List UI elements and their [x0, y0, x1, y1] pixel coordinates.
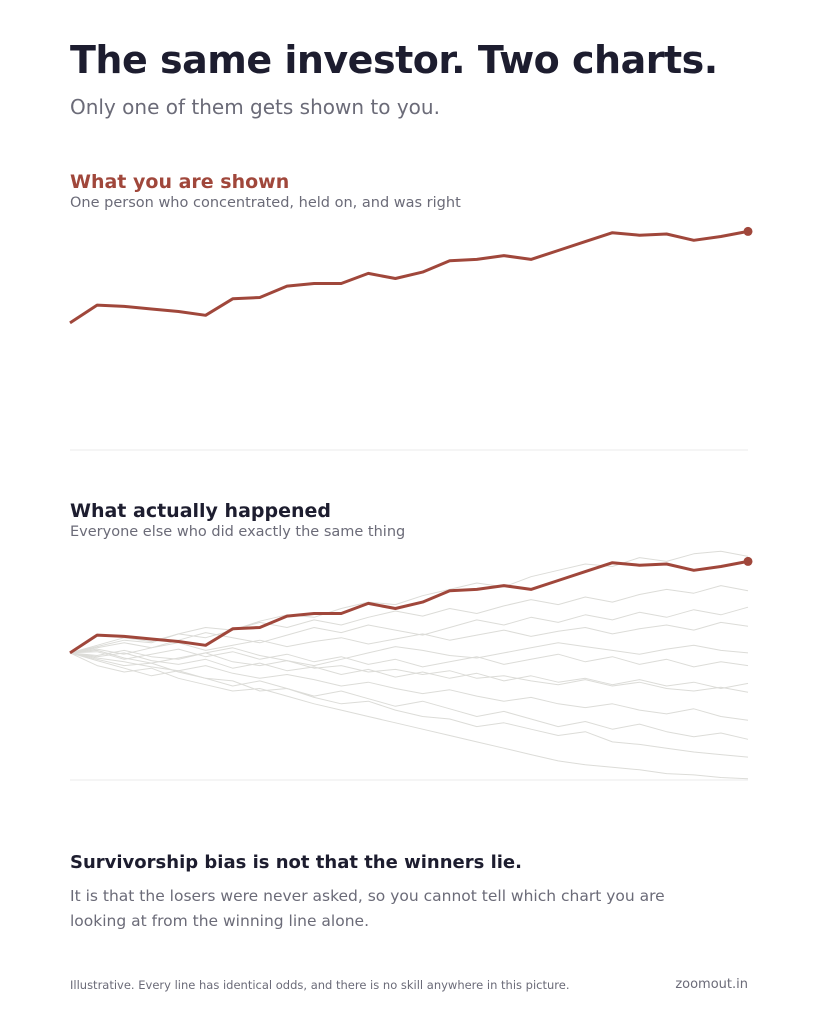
background-line: [69, 652, 749, 780]
background-line: [69, 621, 749, 655]
conclusion-text: It is that the losers were never asked, …: [70, 887, 665, 930]
background-line: [69, 606, 749, 654]
page-title: The same investor. Two charts.: [70, 38, 718, 82]
highlight-line: [69, 559, 749, 655]
background-line: [69, 648, 749, 668]
end-marker: [743, 556, 753, 566]
highlight-line: [69, 229, 749, 325]
background-line: [69, 652, 749, 721]
background-line: [69, 652, 749, 758]
chart-subtitle: Everyone else who did exactly the same t…: [70, 524, 406, 540]
chart: [69, 550, 753, 781]
footer-source: zoomout.in: [675, 977, 748, 992]
page-subtitle: Only one of them gets shown to you.: [70, 95, 440, 119]
chart-title: What actually happened: [70, 500, 331, 522]
end-marker: [743, 226, 753, 236]
background-line: [69, 550, 749, 654]
footer-note: Illustrative. Every line has identical o…: [70, 978, 570, 992]
conclusion-title: Survivorship bias is not that the winner…: [70, 852, 522, 873]
background-line: [69, 585, 749, 654]
chart-subtitle: One person who concentrated, held on, an…: [70, 195, 461, 211]
chart-title: What you are shown: [70, 171, 290, 193]
background-line: [69, 652, 749, 740]
background-line: [69, 649, 749, 693]
background-line: [69, 642, 749, 667]
background-line: [69, 652, 749, 689]
chart: [69, 226, 753, 451]
